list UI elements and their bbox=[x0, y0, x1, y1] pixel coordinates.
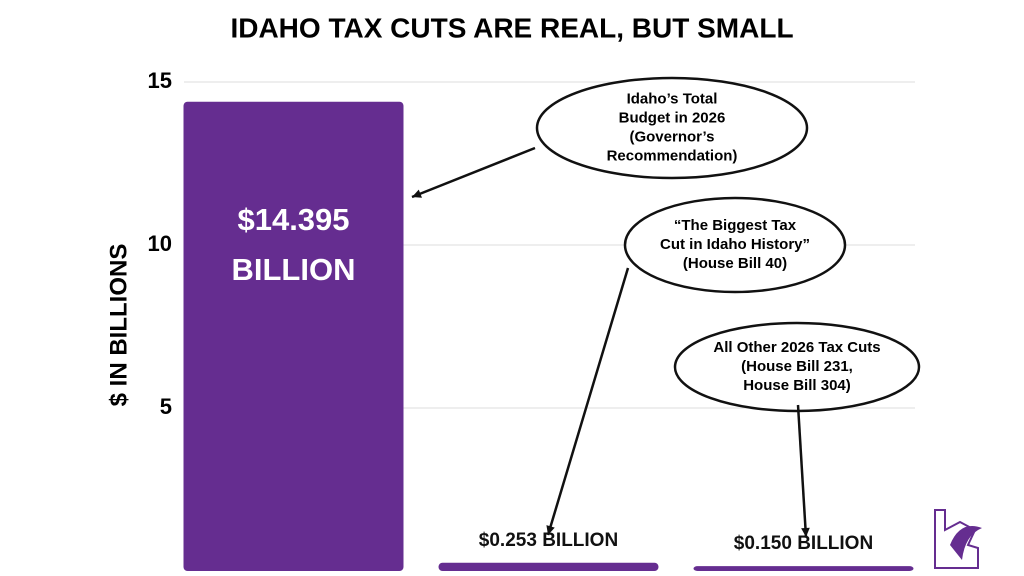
callout-arrow bbox=[796, 404, 808, 538]
callout-bubble bbox=[673, 321, 921, 413]
callout-text: (House Bill 231, bbox=[741, 358, 853, 375]
value-label: $0.150 BILLION bbox=[733, 533, 874, 555]
chart-title: IDAHO TAX CUTS ARE REAL, BUT SMALL bbox=[230, 12, 793, 43]
callout-text: Idaho’s Total bbox=[627, 90, 718, 107]
logo bbox=[934, 509, 982, 569]
callout-text: Cut in Idaho History” bbox=[660, 236, 810, 253]
callout-text: (Governor’s bbox=[629, 128, 714, 145]
bar bbox=[693, 566, 914, 571]
arrow-head bbox=[546, 525, 555, 535]
callout-arrow bbox=[411, 146, 536, 199]
value-label: $14.395 BILLION bbox=[231, 202, 356, 287]
arrow-head bbox=[412, 189, 422, 198]
bar bbox=[438, 562, 659, 571]
callout-text: Recommendation) bbox=[607, 147, 738, 164]
y-tick-label: 10 bbox=[148, 231, 172, 256]
value-label: $0.253 BILLION bbox=[478, 529, 619, 551]
y-tick-label: 15 bbox=[148, 68, 172, 93]
callout-arrow bbox=[546, 267, 630, 536]
callout-text: Budget in 2026 bbox=[619, 109, 726, 126]
y-axis-label: $ IN BILLIONS bbox=[105, 244, 132, 407]
callout-bubble bbox=[535, 76, 809, 180]
callout-text: House Bill 304) bbox=[743, 377, 851, 394]
arrow-head bbox=[801, 527, 810, 537]
callout-bubble bbox=[623, 196, 847, 294]
callout-text: All Other 2026 Tax Cuts bbox=[713, 339, 880, 356]
callout-text: (House Bill 40) bbox=[683, 255, 787, 272]
bar bbox=[183, 101, 404, 572]
y-tick-label: 5 bbox=[160, 394, 172, 419]
callout-text: “The Biggest Tax bbox=[674, 217, 797, 234]
